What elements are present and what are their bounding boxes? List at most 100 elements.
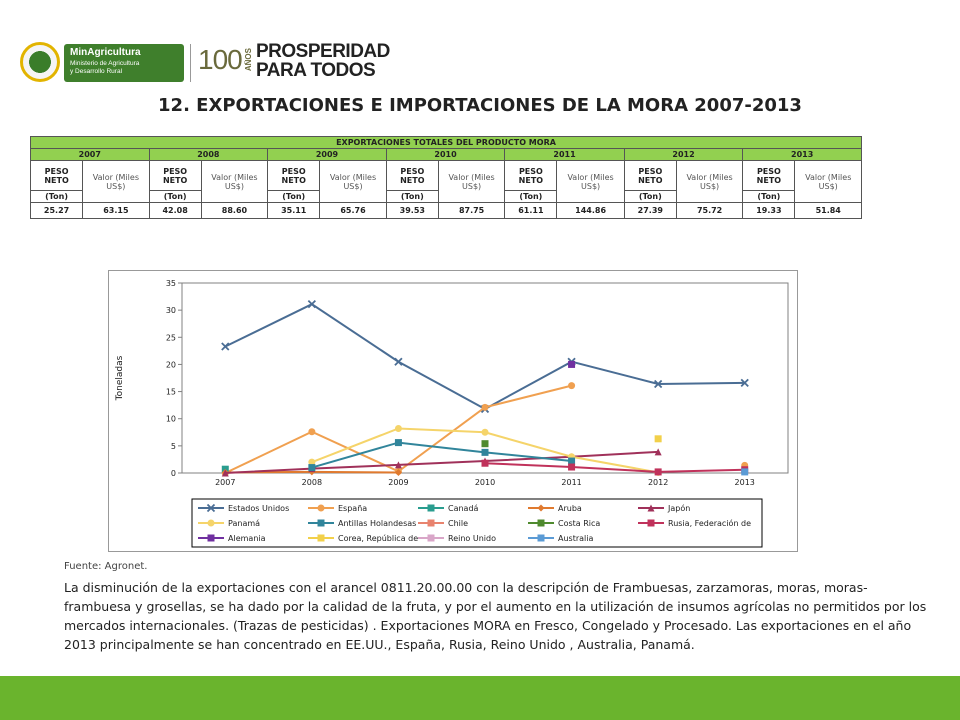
data-point bbox=[394, 357, 403, 366]
data-point bbox=[308, 464, 316, 472]
logo-divider bbox=[190, 44, 191, 82]
legend-label: España bbox=[338, 504, 367, 513]
legend-marker bbox=[427, 504, 435, 512]
x-tick-label: 2007 bbox=[215, 478, 235, 487]
peso-neto-header: PESO NETO bbox=[267, 160, 321, 191]
ton-header: (Ton) bbox=[742, 190, 796, 203]
footer-bar bbox=[0, 676, 960, 720]
y-axis-label: Toneladas bbox=[115, 355, 125, 401]
table-cell: 39.53 bbox=[385, 202, 439, 219]
ton-header: (Ton) bbox=[385, 190, 439, 203]
series-line bbox=[311, 441, 572, 469]
table-cell: 88.60 bbox=[200, 202, 269, 219]
table-cell: 61.11 bbox=[504, 202, 558, 219]
legend-marker bbox=[427, 534, 435, 542]
data-point bbox=[221, 469, 229, 477]
exports-line-chart: 0 5 10 15 20 25 30 35 2007 2008 2009 2010 2011 2012 20… bbox=[108, 270, 798, 552]
description-paragraph: La disminución de la exportaciones con e… bbox=[64, 580, 927, 652]
legend-box bbox=[191, 498, 763, 548]
data-point bbox=[568, 382, 576, 390]
data-point bbox=[394, 468, 402, 476]
legend-marker bbox=[537, 504, 545, 512]
peso-neto-header: PESO NETO bbox=[385, 160, 439, 191]
legend-label: Alemania bbox=[228, 534, 266, 543]
legend-marker bbox=[207, 534, 215, 542]
data-point bbox=[481, 440, 489, 448]
legend-label: Antillas Holandesas bbox=[338, 519, 416, 528]
series-line bbox=[225, 450, 659, 474]
x-tick-label: 2011 bbox=[561, 478, 581, 487]
y-tick-label: 30 bbox=[166, 306, 176, 315]
data-point bbox=[394, 439, 402, 447]
table-cell: 144.86 bbox=[556, 202, 625, 219]
legend-label: Chile bbox=[448, 519, 468, 528]
valor-header: Valor (Miles US$) bbox=[675, 160, 744, 203]
data-point bbox=[308, 458, 316, 466]
valor-header: Valor (Miles US$) bbox=[319, 160, 387, 203]
header-logos: MinAgricultura Ministerio de Agricultura… bbox=[20, 40, 400, 86]
source-note: Fuente: Agronet. bbox=[64, 561, 148, 572]
ton-header: (Ton) bbox=[504, 190, 558, 203]
legend-label: Rusia, Federación de bbox=[668, 518, 751, 528]
data-point bbox=[221, 342, 230, 351]
y-tick-label: 25 bbox=[166, 333, 176, 342]
legend-label: Aruba bbox=[558, 504, 582, 513]
year-header: 2007 bbox=[30, 148, 150, 161]
year-header: 2011 bbox=[504, 148, 625, 161]
year-header: 2012 bbox=[623, 148, 744, 161]
data-point bbox=[307, 300, 316, 309]
year-header: 2010 bbox=[385, 148, 506, 161]
data-point bbox=[654, 448, 662, 456]
data-point bbox=[481, 459, 489, 467]
data-point bbox=[654, 435, 662, 443]
legend-label: Costa Rica bbox=[558, 519, 600, 528]
ton-header: (Ton) bbox=[623, 190, 677, 203]
table-cell: 65.76 bbox=[319, 202, 387, 219]
data-point bbox=[481, 428, 489, 436]
data-point bbox=[741, 468, 749, 476]
peso-neto-header: PESO NETO bbox=[623, 160, 677, 191]
data-point bbox=[481, 448, 489, 456]
table-cell: 42.08 bbox=[148, 202, 202, 219]
legend-marker bbox=[317, 519, 325, 527]
year-header: 2013 bbox=[742, 148, 862, 161]
data-point bbox=[308, 428, 316, 436]
peso-neto-header: PESO NETO bbox=[742, 160, 796, 191]
x-tick-label: 2010 bbox=[475, 478, 495, 487]
y-tick-label: 35 bbox=[166, 279, 176, 288]
ton-header: (Ton) bbox=[29, 190, 84, 203]
data-point bbox=[568, 360, 576, 368]
legend-label: Corea, República de bbox=[338, 534, 418, 543]
data-point bbox=[568, 457, 576, 465]
minagri-title: MinAgricultura bbox=[70, 47, 141, 58]
data-point bbox=[394, 461, 402, 469]
page-title: 12. EXPORTACIONES E IMPORTACIONES DE LA … bbox=[158, 95, 802, 116]
legend-label: Japón bbox=[667, 503, 690, 513]
valor-header: Valor (Miles US$) bbox=[794, 160, 862, 203]
valor-header: Valor (Miles US$) bbox=[82, 160, 150, 203]
data-point bbox=[481, 403, 489, 411]
legend-marker bbox=[317, 504, 325, 512]
y-tick-label: 15 bbox=[166, 388, 176, 397]
y-tick-label: 5 bbox=[171, 442, 176, 451]
colombia-seal-icon bbox=[20, 42, 60, 82]
valor-header: Valor (Miles US$) bbox=[437, 160, 506, 203]
legend-label: Panamá bbox=[228, 519, 260, 528]
prosperidad-logo: PROSPERIDAD PARA TODOS bbox=[256, 41, 390, 81]
y-tick-label: 10 bbox=[166, 415, 176, 424]
peso-neto-header: PESO NETO bbox=[148, 160, 202, 191]
x-tick-label: 2013 bbox=[735, 478, 755, 487]
valor-header: Valor (Miles US$) bbox=[200, 160, 269, 203]
year-header: 2009 bbox=[267, 148, 387, 161]
legend-label: Canadá bbox=[448, 504, 479, 513]
legend-marker bbox=[537, 519, 545, 527]
anos-label: AÑOS bbox=[244, 48, 253, 72]
ton-header: (Ton) bbox=[267, 190, 321, 203]
legend-label: Australia bbox=[558, 534, 593, 543]
x-tick-label: 2012 bbox=[648, 478, 668, 487]
exports-table: EXPORTACIONES TOTALES DEL PRODUCTO MORA … bbox=[29, 136, 862, 219]
x-tick-label: 2008 bbox=[302, 478, 322, 487]
table-title: EXPORTACIONES TOTALES DEL PRODUCTO MORA bbox=[30, 136, 862, 149]
y-tick-label: 20 bbox=[166, 360, 176, 369]
legend-label: Reino Unido bbox=[448, 534, 496, 543]
